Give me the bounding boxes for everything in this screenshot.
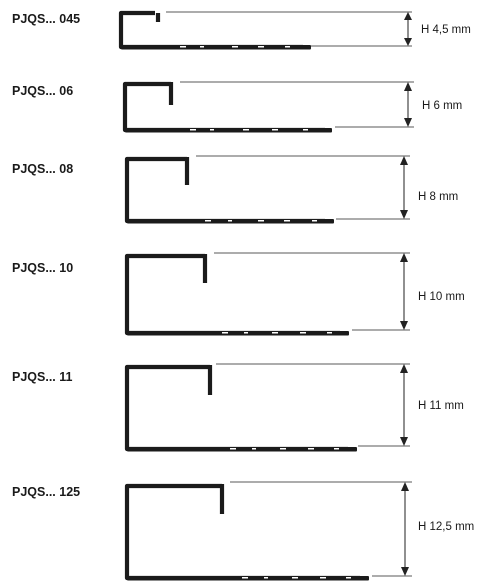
profile-code-10: PJQS... 10: [12, 261, 73, 275]
dimension-arrow-06: [404, 82, 412, 127]
height-label-125: H 12,5 mm: [418, 521, 474, 533]
profile-row-125: PJQS... 125 H 12,5 mm: [12, 481, 474, 581]
profile-shape-06: [122, 81, 332, 133]
profile-row-08: PJQS... 08 H 8 mm: [12, 155, 458, 224]
profile-code-08: PJQS... 08: [12, 162, 73, 176]
profile-row-10: PJQS... 10 H 10 mm: [12, 252, 465, 336]
dimension-arrow-125: [401, 482, 409, 576]
profile-shape-08: [124, 156, 334, 224]
profile-code-06: PJQS... 06: [12, 84, 73, 98]
profile-shape-11: [124, 364, 357, 452]
dimension-arrow-08: [400, 156, 408, 219]
height-label-06: H 6 mm: [422, 100, 462, 112]
profile-row-045: PJQS... 045 H 4,5 mm: [12, 10, 471, 50]
height-label-08: H 8 mm: [418, 191, 458, 203]
height-label-11: H 11 mm: [418, 400, 464, 412]
height-label-10: H 10 mm: [418, 291, 465, 303]
profile-shape-125: [124, 483, 369, 581]
profile-row-11: PJQS... 11 H 11 mm: [12, 363, 464, 452]
dimension-arrow-11: [400, 364, 408, 446]
profile-row-06: PJQS... 06 H 6 mm: [12, 81, 462, 133]
profile-code-125: PJQS... 125: [12, 485, 80, 499]
profile-code-11: PJQS... 11: [12, 370, 73, 384]
dimension-arrow-10: [400, 253, 408, 330]
dimension-arrow-045: [404, 12, 412, 46]
profile-shape-10: [124, 253, 349, 336]
profile-code-045: PJQS... 045: [12, 12, 80, 26]
profile-shape-045: [118, 10, 311, 50]
height-label-045: H 4,5 mm: [421, 24, 471, 36]
